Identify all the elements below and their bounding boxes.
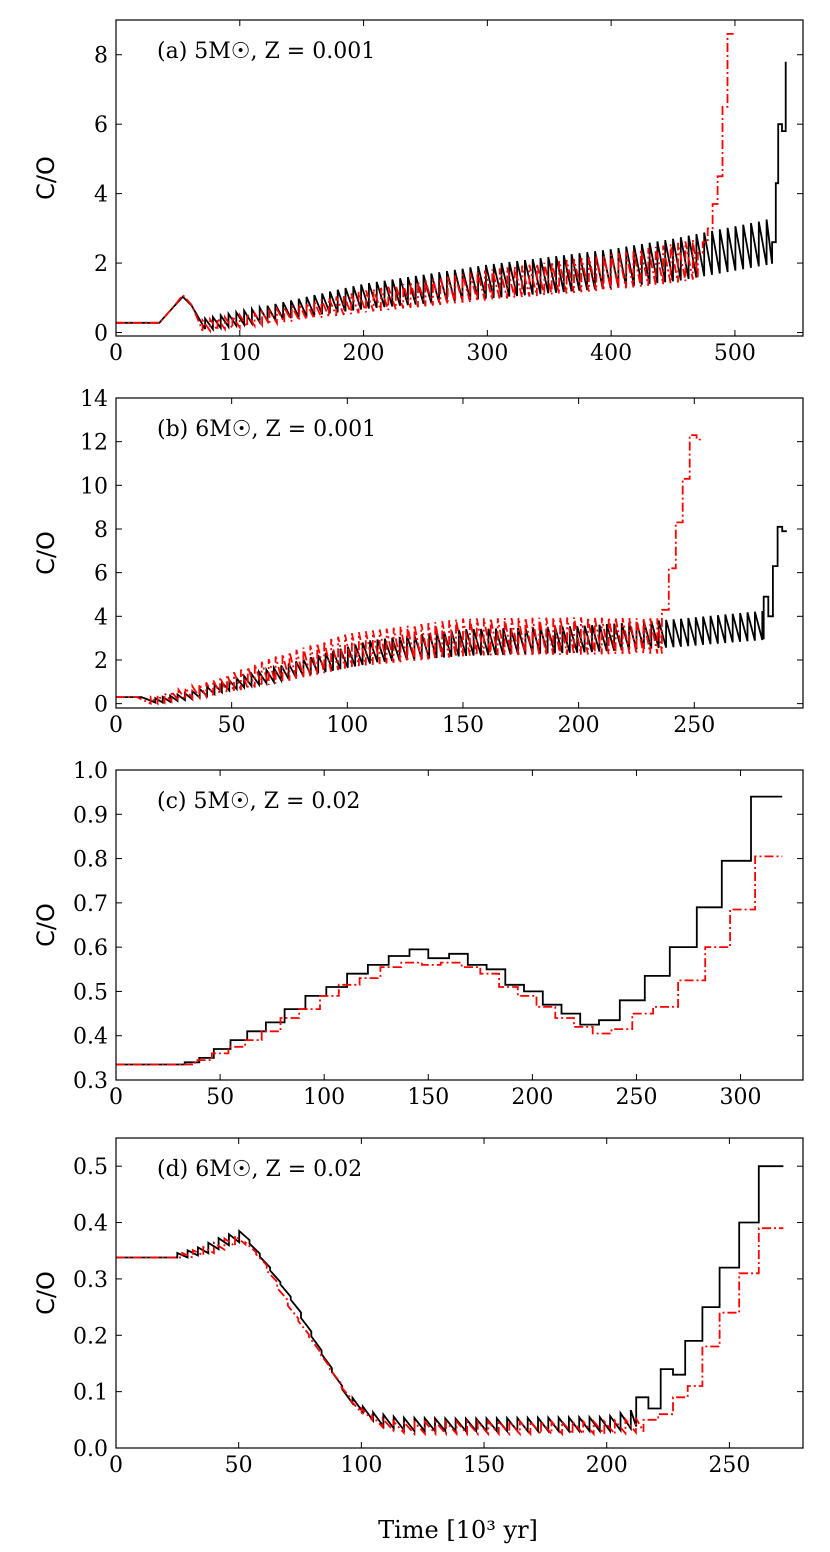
x-axis-label: Time [10³ yr] [378,1516,538,1544]
y-tick-label-b: 12 [80,431,108,456]
x-tick-label-b: 250 [673,713,715,738]
y-tick-label-c: 0.8 [73,848,108,873]
series-line-model-2-panel-c [116,855,783,1066]
series-line-model-1-panel-c [116,795,783,1066]
y-tick-label-a: 4 [94,183,108,208]
panel-annotation-a: (a) 5M☉, Z = 0.001 [157,39,375,64]
y-tick-label-c: 0.5 [73,980,108,1005]
y-tick-label-b: 14 [80,387,108,412]
plot-frame-b [115,397,804,709]
panel-a: 0 100 200 300 400 500 0 2 4 6 8 C/O (a) 5M☉, Z = 0.0… [32,19,804,366]
y-tick-label-c: 0.7 [73,892,108,917]
series-line-model-2-panel-d [116,1227,784,1437]
x-tick-label-d: 0 [109,1453,123,1478]
x-tick-label-d: 100 [340,1453,382,1478]
x-tick-label-d: 200 [586,1453,628,1478]
y-tick-label-d: 0.1 [73,1381,108,1406]
y-tick-label-b: 6 [94,562,108,587]
y-tick-label-c: 0.4 [73,1025,108,1050]
series-line-model-1-panel-d [116,1165,784,1434]
x-tick-label-a: 500 [714,341,756,366]
x-tick-label-b: 0 [109,713,123,738]
y-axis-label-a: C/O [32,156,60,200]
x-tick-label-d: 150 [463,1453,505,1478]
y-axis-label-b: C/O [32,531,60,575]
y-tick-label-c: 0.9 [73,803,108,828]
series-line-model-1-panel-b [116,525,787,705]
y-tick-label-a: 2 [94,252,108,277]
x-tick-label-a: 200 [343,341,385,366]
panel-b: 0 50 100 150 200 250 0 2 4 6 8 10 12 14 C/O (b) 6M☉, Z … [32,387,804,738]
y-axis-label-c: C/O [32,903,60,947]
y-tick-label-b: 4 [94,605,108,630]
x-tick-label-c: 300 [720,1085,762,1110]
x-tick-label-a: 400 [590,341,632,366]
panel-annotation-c: (c) 5M☉, Z = 0.02 [157,789,360,814]
x-tick-label-a: 0 [109,341,123,366]
x-tick-label-c: 100 [303,1085,345,1110]
y-tick-label-d: 0.5 [73,1155,108,1180]
x-tick-label-b: 200 [558,713,600,738]
y-tick-label-b: 8 [94,518,108,543]
x-tick-label-c: 0 [109,1085,123,1110]
y-tick-label-c: 1.0 [73,759,108,784]
x-tick-label-b: 150 [442,713,484,738]
x-tick-label-d: 50 [225,1453,253,1478]
y-tick-label-a: 6 [94,113,108,138]
panel-d: 0 50 100 150 200 250 0.0 0.1 0.2 0.3 0.4 0.5 C/O (d) … [32,1137,804,1478]
y-tick-label-c: 0.3 [73,1069,108,1094]
x-tick-label-b: 50 [218,713,246,738]
y-tick-label-b: 10 [80,474,108,499]
x-tick-label-b: 100 [326,713,368,738]
x-tick-label-c: 50 [206,1085,234,1110]
plot-frame-c [115,769,804,1081]
y-tick-label-d: 0.4 [73,1212,108,1237]
x-tick-label-d: 250 [708,1453,750,1478]
x-tick-label-a: 300 [466,341,508,366]
y-axis-label-d: C/O [32,1271,60,1315]
y-tick-label-a: 8 [94,44,108,69]
x-tick-label-c: 250 [615,1085,657,1110]
x-tick-label-c: 150 [407,1085,449,1110]
panel-annotation-d: (d) 6M☉, Z = 0.02 [157,1157,362,1182]
y-tick-label-b: 2 [94,649,108,674]
y-tick-label-d: 0.0 [73,1437,108,1462]
y-tick-label-c: 0.6 [73,936,108,961]
y-tick-label-a: 0 [94,322,108,347]
y-tick-label-b: 0 [94,693,108,718]
panel-c: 0 50 100 150 200 250 300 0.3 0.4 0.5 0.6 0.7 0.8 0.9 1… [32,759,804,1110]
series-line-model-1-panel-a [116,61,787,332]
series-line-model-2-panel-a [116,33,734,334]
y-tick-label-d: 0.2 [73,1324,108,1349]
panel-annotation-b: (b) 6M☉, Z = 0.001 [157,417,376,442]
plot-frame-a [115,19,804,337]
plot-frame-d [115,1137,804,1449]
x-tick-label-a: 100 [219,341,261,366]
y-tick-label-d: 0.3 [73,1268,108,1293]
series-line-model-2-panel-b [116,434,704,706]
x-tick-label-c: 200 [511,1085,553,1110]
